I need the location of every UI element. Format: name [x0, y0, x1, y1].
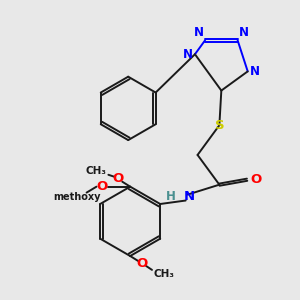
- Text: CH₃: CH₃: [86, 166, 107, 176]
- Text: S: S: [214, 119, 224, 132]
- Text: H: H: [166, 190, 176, 203]
- Text: N: N: [183, 48, 193, 61]
- Text: N: N: [194, 26, 204, 39]
- Text: O: O: [97, 180, 108, 193]
- Text: O: O: [250, 173, 261, 186]
- Text: methoxy: methoxy: [53, 192, 100, 202]
- Text: N: N: [250, 65, 260, 78]
- Text: O: O: [136, 257, 148, 270]
- Text: CH₃: CH₃: [153, 269, 174, 279]
- Text: N: N: [238, 26, 249, 39]
- Text: N: N: [184, 190, 195, 203]
- Text: O: O: [113, 172, 124, 185]
